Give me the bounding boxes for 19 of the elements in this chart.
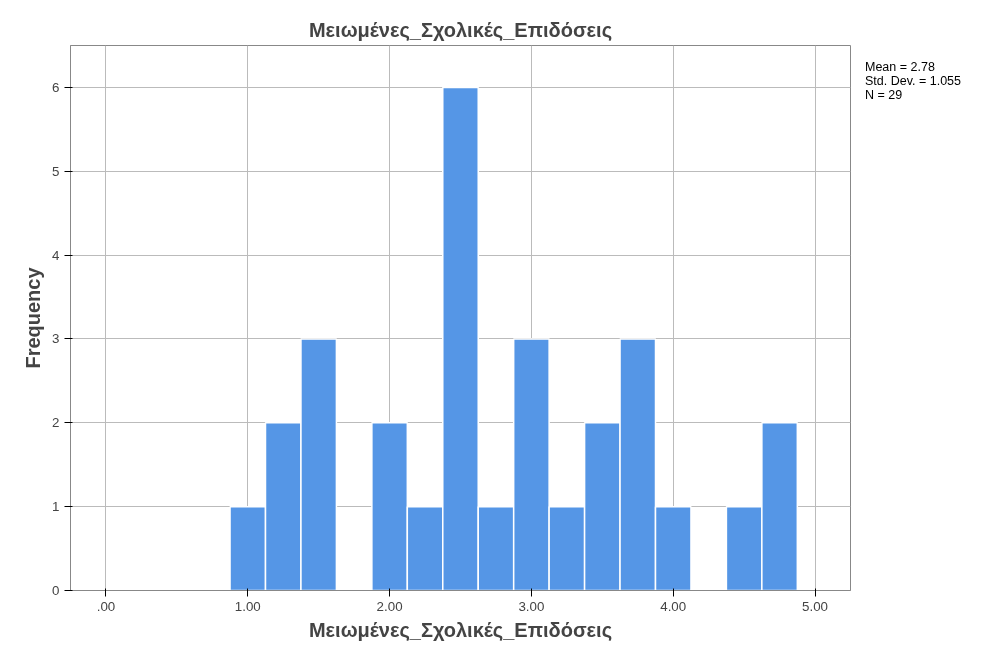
- x-tick-label: 3.00: [518, 598, 545, 614]
- x-axis-title: Μειωμένες_Σχολικές_Επιδόσεις: [308, 618, 613, 641]
- text: Std. Dev. = 1.055: [865, 74, 962, 88]
- x-tick-label: 5.00: [802, 598, 829, 614]
- text: Mean = 2.78: [865, 60, 935, 74]
- text: N = 29: [865, 88, 903, 102]
- y-tick-label: 1: [52, 499, 60, 515]
- y-tick-label: 5: [52, 163, 60, 179]
- y-tick-label: 4: [52, 247, 61, 263]
- y-tick-label: 2: [52, 415, 60, 431]
- y-tick-label: 3: [52, 331, 60, 347]
- y-axis-title: Frequency: [22, 266, 45, 369]
- y-tick-label: 0: [52, 583, 60, 598]
- y-tick-label: 6: [52, 79, 60, 95]
- chart-title: Μειωμένες_Σχολικές_Επιδόσεις: [308, 18, 613, 41]
- x-tick-label: 1.00: [234, 598, 261, 614]
- x-tick-label: 4.00: [660, 598, 687, 614]
- x-tick-label: 2.00: [376, 598, 403, 614]
- x-tick-label: .00: [96, 598, 116, 614]
